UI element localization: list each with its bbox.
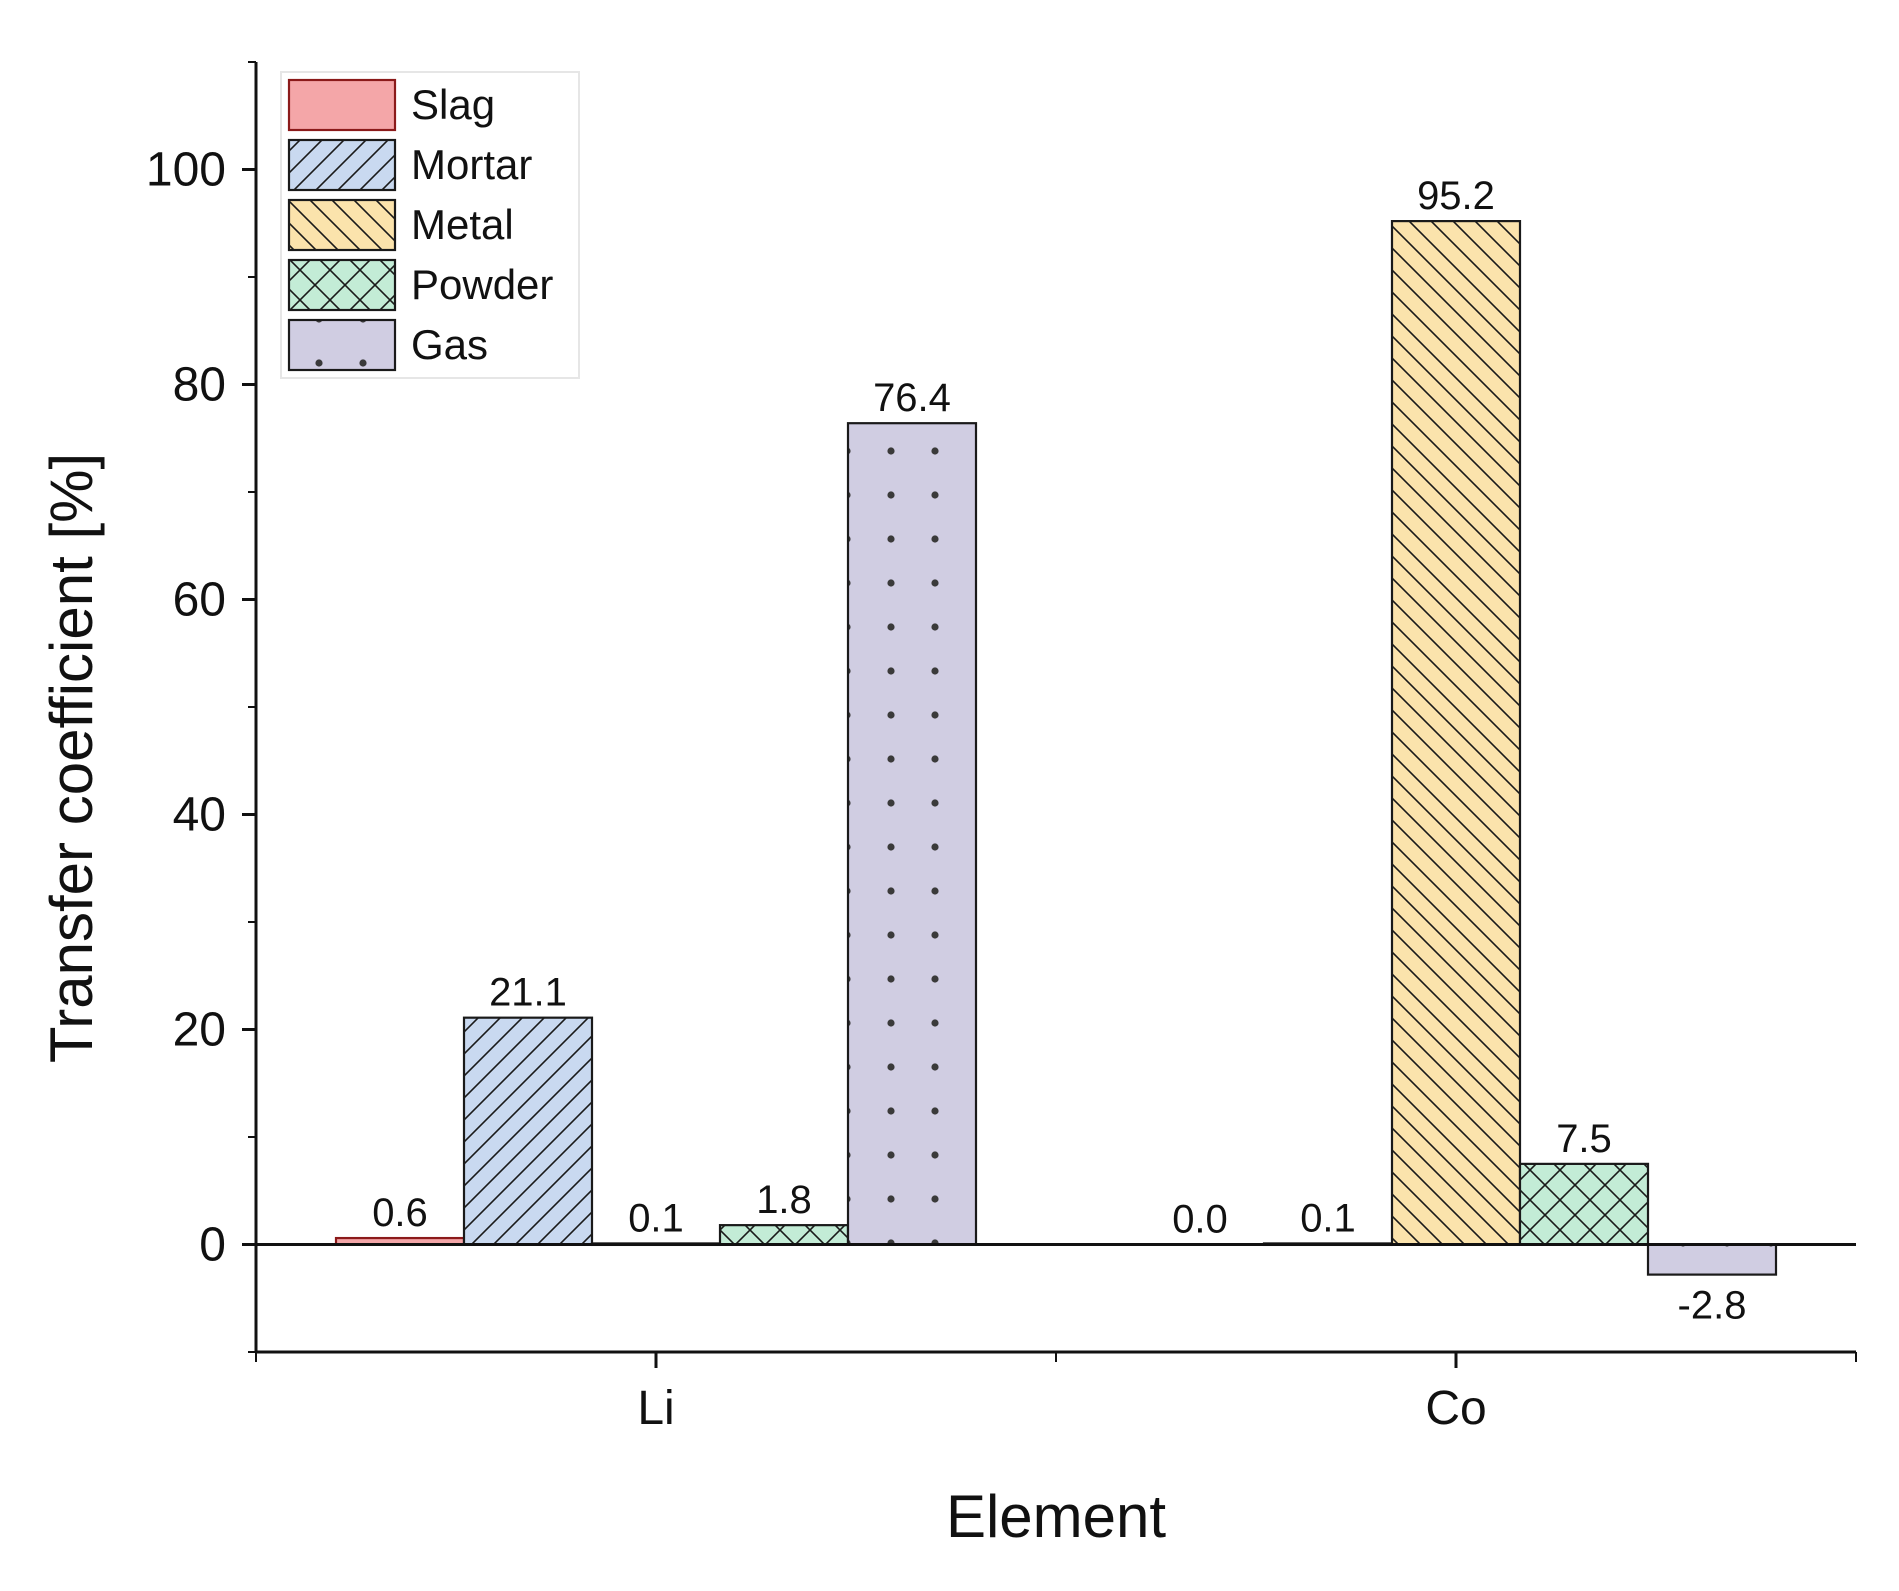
legend-label-metal: Metal: [411, 201, 514, 248]
data-label-mortar-co: 0.1: [1300, 1196, 1356, 1240]
data-label-slag-co: 0.0: [1172, 1198, 1228, 1242]
y-tick-label: 20: [173, 1004, 226, 1057]
legend-label-powder: Powder: [411, 261, 553, 308]
data-label-powder-co: 7.5: [1556, 1117, 1612, 1161]
legend-items: Slag Mortar Metal Powder Gas: [287, 78, 553, 372]
ticks-layer: [242, 61, 1857, 1368]
data-label-gas-li: 76.4: [873, 376, 951, 420]
legend-swatch-gas: [287, 318, 397, 372]
data-label-slag-li: 0.6: [372, 1191, 428, 1235]
labels-layer: 0 20 40 60 80 100 0.6 21.1 0.1 1.8 76.4 Li 0.0 0.1 95.…: [146, 144, 1747, 1436]
y-tick-label: 40: [173, 789, 226, 842]
bar-gas-co: [1646, 1243, 1778, 1276]
data-label-metal-co: 95.2: [1417, 174, 1495, 218]
bars-layer: [334, 220, 1778, 1276]
y-tick-label: 60: [173, 574, 226, 627]
bar-gas-li: [846, 422, 978, 1246]
legend-swatch-mortar: [287, 138, 397, 192]
legend: Slag Mortar Metal Powder Gas: [280, 71, 580, 379]
y-axis-title: Transfer coefficient [%]: [38, 453, 105, 1063]
bar-metal-co: [1390, 220, 1522, 1246]
x-category-label-li: Li: [637, 1382, 674, 1435]
legend-swatch-metal: [287, 198, 397, 252]
bar-mortar-li: [462, 1016, 594, 1246]
x-category-label-co: Co: [1425, 1382, 1486, 1435]
legend-label-slag: Slag: [411, 81, 495, 128]
y-tick-label: 80: [173, 359, 226, 412]
data-label-mortar-li: 21.1: [489, 971, 567, 1015]
legend-label-gas: Gas: [411, 321, 488, 368]
y-tick-label: 0: [199, 1219, 226, 1272]
data-label-metal-li: 0.1: [628, 1196, 684, 1240]
data-label-gas-co: -2.8: [1678, 1284, 1747, 1328]
bar-powder-co: [1518, 1162, 1650, 1246]
bar-powder-li: [718, 1224, 850, 1246]
x-axis-title: Element: [946, 1483, 1166, 1550]
legend-swatch-slag: [287, 78, 397, 132]
y-tick-label: 100: [146, 144, 226, 197]
data-label-powder-li: 1.8: [756, 1178, 812, 1222]
legend-label-mortar: Mortar: [411, 141, 532, 188]
legend-swatch-powder: [287, 258, 397, 312]
